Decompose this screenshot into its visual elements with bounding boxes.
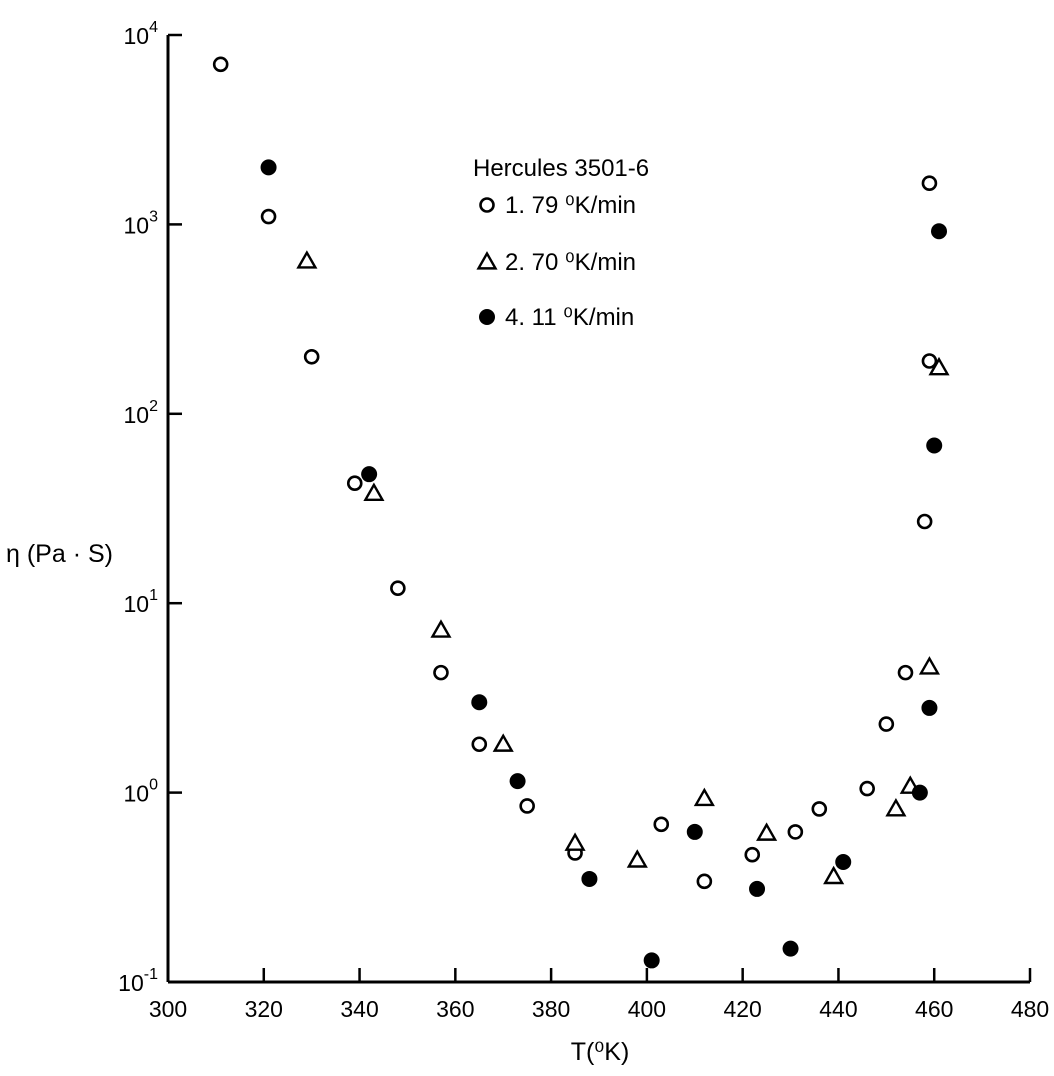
x-tick-label: 440 — [819, 996, 857, 1022]
data-point — [430, 619, 452, 638]
data-point — [643, 952, 660, 969]
data-point — [581, 870, 598, 887]
x-tick-label: 340 — [340, 996, 378, 1022]
data-point — [787, 824, 804, 840]
x-tick-label: 320 — [245, 996, 283, 1022]
data-point — [921, 353, 938, 369]
y-tick-label: 102 — [124, 398, 159, 428]
data-point — [509, 773, 526, 790]
y-tick-base: 10 — [124, 402, 150, 428]
x-tick-label: 420 — [723, 996, 761, 1022]
data-point — [564, 832, 586, 851]
x-tick-label: 480 — [1011, 996, 1049, 1022]
data-point — [390, 580, 406, 597]
data-point — [926, 437, 943, 454]
data-point — [823, 865, 845, 885]
data-point — [916, 513, 933, 530]
y-tick-label: 100 — [124, 777, 159, 807]
data-point — [260, 208, 277, 225]
legend-marker — [476, 251, 498, 270]
x-tick-label: 460 — [915, 996, 953, 1022]
data-point — [471, 736, 488, 753]
data-point — [260, 159, 277, 176]
data-point — [749, 880, 766, 897]
data-point — [363, 482, 385, 501]
y-tick-base: 10 — [124, 23, 150, 49]
data-point — [433, 664, 449, 681]
legend-marker — [479, 197, 495, 213]
x-tick-label: 360 — [436, 996, 474, 1022]
x-tick-label: 380 — [532, 996, 570, 1022]
y-tick-label: 10-1 — [118, 966, 158, 996]
data-point — [696, 873, 713, 890]
data-point — [653, 816, 670, 833]
data-point — [346, 475, 363, 492]
y-tick-base: 10 — [118, 970, 144, 996]
data-point — [471, 694, 488, 711]
data-point — [212, 56, 229, 73]
data-points — [212, 56, 950, 969]
y-tick-exponent: 0 — [149, 777, 158, 794]
y-tick-base: 10 — [124, 591, 150, 617]
data-point — [835, 854, 852, 871]
legend-label: 1. 79 ⁰K/min — [505, 192, 636, 219]
legend-label: 4. 11 ⁰K/min — [505, 304, 634, 331]
x-axis-title: T(⁰K) — [571, 1038, 630, 1066]
y-tick-label: 104 — [124, 19, 159, 49]
y-axis-title: η (Pa · S) — [6, 540, 113, 568]
data-point — [296, 250, 318, 269]
data-point — [928, 356, 950, 376]
data-point — [744, 846, 761, 863]
y-tick-base: 10 — [124, 212, 150, 238]
data-point — [921, 175, 938, 192]
data-point — [361, 466, 378, 483]
data-point — [693, 787, 715, 807]
data-point — [878, 716, 895, 732]
y-tick-base: 10 — [124, 781, 150, 807]
data-point — [519, 798, 535, 814]
y-tick-exponent: 1 — [149, 587, 158, 604]
data-point — [686, 823, 703, 840]
data-point — [911, 784, 928, 801]
y-tick-exponent: 4 — [149, 19, 158, 36]
data-point — [303, 348, 320, 365]
x-tick-label: 300 — [149, 996, 187, 1022]
data-point — [885, 798, 907, 817]
x-tick-label: 400 — [628, 996, 666, 1022]
x-axis-ticks: 300 320 340 360 380 400 420 440 460 480 — [149, 968, 1049, 1022]
data-point — [921, 699, 938, 716]
data-point — [626, 849, 648, 868]
y-tick-exponent: -1 — [144, 966, 158, 983]
y-tick-label: 101 — [124, 587, 159, 617]
legend: Hercules 3501-6 1. 79 ⁰K/min 2. 70 ⁰K/min… — [473, 155, 649, 331]
data-point — [918, 656, 941, 675]
y-tick-exponent: 2 — [149, 398, 158, 415]
legend-marker — [479, 309, 495, 325]
data-point — [897, 664, 914, 681]
data-point — [756, 822, 778, 841]
data-point — [811, 801, 828, 817]
axes — [166, 35, 1030, 984]
legend-title: Hercules 3501-6 — [473, 155, 649, 182]
legend-items: 1. 79 ⁰K/min 2. 70 ⁰K/min 4. 11 ⁰K/min — [476, 192, 636, 331]
y-tick-exponent: 3 — [149, 208, 158, 225]
data-point — [931, 223, 948, 240]
legend-label: 2. 70 ⁰K/min — [505, 249, 636, 276]
y-tick-label: 103 — [124, 208, 159, 238]
data-point — [492, 733, 514, 752]
data-point — [782, 940, 799, 957]
data-point — [859, 780, 875, 797]
